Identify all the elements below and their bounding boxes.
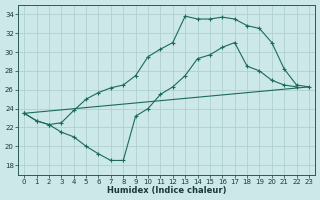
X-axis label: Humidex (Indice chaleur): Humidex (Indice chaleur) [107, 186, 226, 195]
